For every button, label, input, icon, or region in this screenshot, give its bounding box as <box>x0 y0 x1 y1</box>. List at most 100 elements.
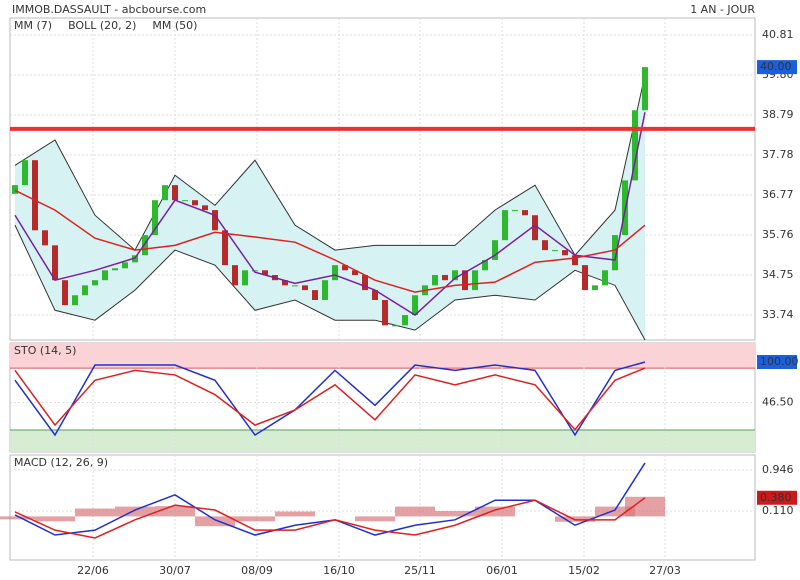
candle <box>362 275 368 291</box>
x-tick-label: 06/01 <box>486 564 518 577</box>
candle <box>492 240 498 260</box>
candle <box>642 67 648 111</box>
y-tick-label: 34.75 <box>762 268 794 281</box>
candle <box>352 270 358 276</box>
candle <box>472 270 478 291</box>
candle <box>282 280 288 286</box>
candle <box>22 160 28 186</box>
x-tick-label: 15/02 <box>568 564 600 577</box>
candle <box>382 299 388 326</box>
candle <box>192 200 198 206</box>
candle <box>182 200 188 202</box>
hist-bar <box>115 506 155 517</box>
candle <box>172 185 178 201</box>
series-line <box>14 361 646 437</box>
candle <box>292 285 298 287</box>
last-value-box <box>757 355 797 370</box>
candle <box>602 270 608 286</box>
candle <box>202 205 208 211</box>
candle <box>562 250 568 256</box>
hist-bar <box>595 506 635 517</box>
hist-bar <box>435 511 475 517</box>
hist-bar <box>625 496 665 517</box>
candle <box>592 285 598 291</box>
candle <box>482 259 488 271</box>
y-tick-label: 0.946 <box>762 463 794 476</box>
legend-entry: BOLL (20, 2) <box>68 19 136 32</box>
panel-title: MACD (12, 26, 9) <box>14 456 108 469</box>
band-lower <box>14 224 646 341</box>
y-tick-label: 40.81 <box>762 28 794 41</box>
last-value-box <box>757 490 797 505</box>
legend-entry: MM (7) <box>14 19 52 32</box>
candle <box>252 270 258 272</box>
candle <box>142 235 148 256</box>
hist-bar <box>0 516 35 520</box>
y-tick-label: 46.50 <box>762 396 794 409</box>
candle <box>222 230 228 266</box>
series-line <box>14 367 646 431</box>
hist-bar <box>475 506 515 517</box>
x-tick-label: 25/11 <box>404 564 436 577</box>
candle <box>322 280 328 300</box>
candle <box>72 295 78 306</box>
x-tick-label: 08/09 <box>241 564 273 577</box>
candle <box>572 255 578 266</box>
candle <box>532 215 538 241</box>
series-line <box>14 497 646 539</box>
hist-bar <box>355 516 395 522</box>
candle <box>122 262 128 269</box>
x-tick-label: 22/06 <box>77 564 109 577</box>
x-tick-label: 30/07 <box>159 564 191 577</box>
panel-title: STO (14, 5) <box>14 344 76 357</box>
candle <box>612 235 618 271</box>
y-tick-label: 35.76 <box>762 228 794 241</box>
candle <box>402 315 408 326</box>
candle <box>102 270 108 281</box>
candle <box>262 270 268 276</box>
candle <box>32 160 38 231</box>
y-tick-label: 0.110 <box>762 504 794 517</box>
y-tick-label: 33.74 <box>762 308 794 321</box>
hist-bar <box>195 516 235 527</box>
chart-title: IMMOB.DASSAULT - abcbourse.com <box>12 3 206 16</box>
x-tick-label: 16/10 <box>323 564 355 577</box>
candle <box>62 280 68 306</box>
candle <box>582 265 588 291</box>
candle <box>232 265 238 286</box>
last-value-label: 100.00 <box>760 355 799 368</box>
last-value-label: 0.380 <box>760 491 792 504</box>
hist-bar <box>275 511 315 517</box>
candle <box>82 285 88 296</box>
candle <box>332 265 338 281</box>
hist-bar <box>235 516 275 522</box>
candle <box>372 290 378 300</box>
candle <box>412 295 418 316</box>
candle <box>242 270 248 286</box>
candle <box>502 210 508 241</box>
series-line <box>14 189 646 293</box>
candle <box>302 285 308 291</box>
y-tick-label: 36.77 <box>762 188 794 201</box>
candle <box>92 280 98 286</box>
candle <box>462 270 468 291</box>
x-tick-label: 27/03 <box>649 564 681 577</box>
candle <box>152 200 158 236</box>
y-tick-label: 37.78 <box>762 148 794 161</box>
candle <box>112 268 118 271</box>
zone <box>10 343 755 369</box>
series-line <box>14 112 646 316</box>
hist-bar <box>75 508 115 517</box>
band-fill <box>15 75 645 341</box>
candle <box>12 185 18 194</box>
candle <box>552 250 558 252</box>
period: 1 AN - JOUR <box>690 3 755 16</box>
candle <box>312 290 318 300</box>
candle <box>212 210 218 231</box>
last-value-label: 40.00 <box>760 60 792 73</box>
candle <box>52 245 58 281</box>
hist-bar <box>35 516 75 522</box>
candle <box>132 255 138 263</box>
candle <box>442 275 448 281</box>
